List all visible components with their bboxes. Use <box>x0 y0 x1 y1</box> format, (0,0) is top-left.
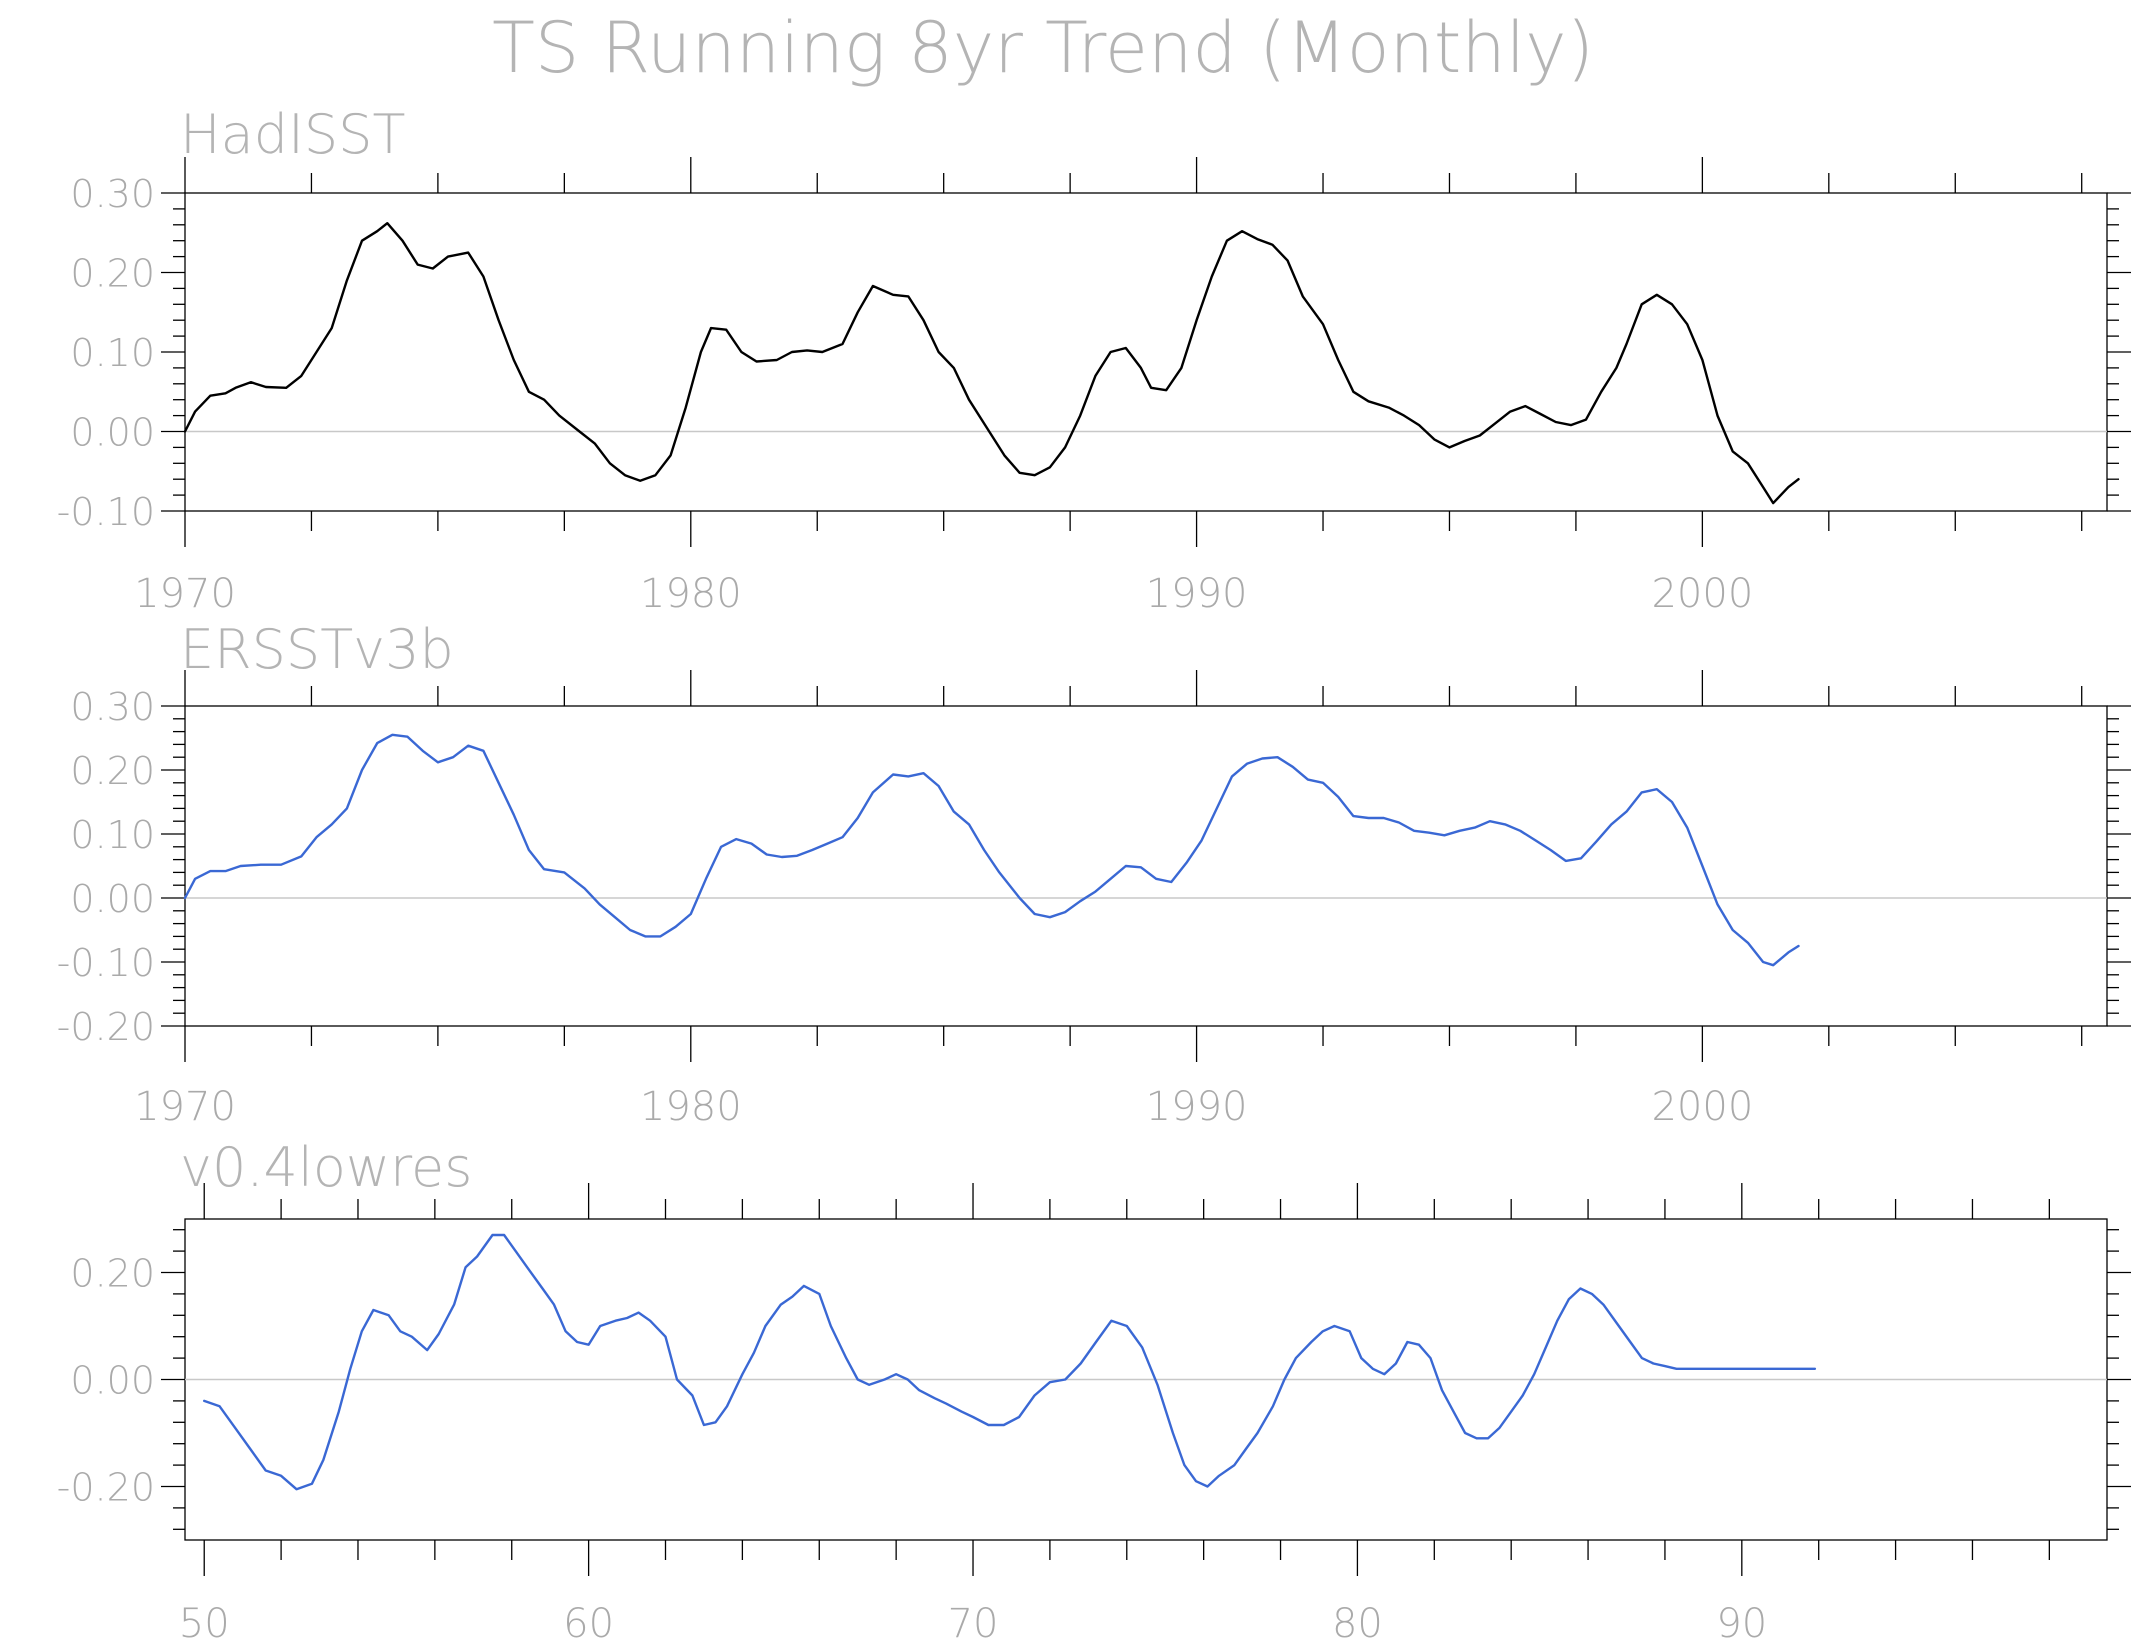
y-tick-label: 0.10 <box>70 331 155 375</box>
panel-v04lowres: v0.4lowres -0.20 0.00 0.20 50 60 70 80 90 <box>57 1136 2131 1639</box>
x-tick-label: 90 <box>1716 1601 1767 1639</box>
x-tick-label: 1970 <box>134 1084 236 1130</box>
series-line-hadisst <box>183 222 1800 505</box>
x-tick-label: 1990 <box>1146 571 1248 617</box>
series-line-v04lowres <box>203 1233 1817 1491</box>
x-tick-label: 60 <box>563 1601 614 1639</box>
x-tick-label: 1990 <box>1146 1084 1248 1130</box>
panel-title-hadisst: HadISST <box>180 103 405 166</box>
plot-frame-ersstv3b <box>184 705 2108 1027</box>
y-tick-label: 0.20 <box>70 1252 155 1296</box>
panel-title-v04lowres: v0.4lowres <box>180 1136 472 1199</box>
panel-title-ersstv3b: ERSSTv3b <box>180 618 454 681</box>
y-tick-label: 0.30 <box>70 172 155 216</box>
x-tick-label: 2000 <box>1651 571 1753 617</box>
y-tick-label: 0.00 <box>70 1359 155 1403</box>
x-tick-label: 1970 <box>134 571 236 617</box>
main-title: TS Running 8yr Trend (Monthly) <box>492 7 1594 89</box>
series-line-ersstv3b <box>183 733 1800 967</box>
panel-ersstv3b: ERSSTv3b -0.20 -0.10 0.00 0.10 0.20 0.30 1970 1… <box>57 618 2131 1130</box>
x-tick-label: 70 <box>948 1601 999 1639</box>
x-tick-label: 50 <box>179 1601 230 1639</box>
y-tick-label: -0.10 <box>57 490 155 534</box>
y-tick-label: 0.30 <box>70 685 155 729</box>
y-tick-label: -0.20 <box>57 1005 155 1049</box>
x-tick-label: 2000 <box>1651 1084 1753 1130</box>
y-tick-label: -0.20 <box>57 1466 155 1510</box>
panel-hadisst: HadISST -0.10 0.00 0.10 0.20 0.30 1970 1980 199… <box>57 103 2131 617</box>
x-tick-label: 80 <box>1332 1601 1383 1639</box>
x-tick-label: 1980 <box>640 1084 742 1130</box>
y-tick-label: 0.10 <box>70 813 155 857</box>
y-tick-label: -0.10 <box>57 941 155 985</box>
y-tick-label: 0.00 <box>70 411 155 455</box>
y-tick-label: 0.20 <box>70 749 155 793</box>
y-tick-label: 0.00 <box>70 877 155 921</box>
y-tick-label: 0.20 <box>70 252 155 296</box>
plot-frame-hadisst <box>184 192 2108 512</box>
x-tick-label: 1980 <box>640 571 742 617</box>
